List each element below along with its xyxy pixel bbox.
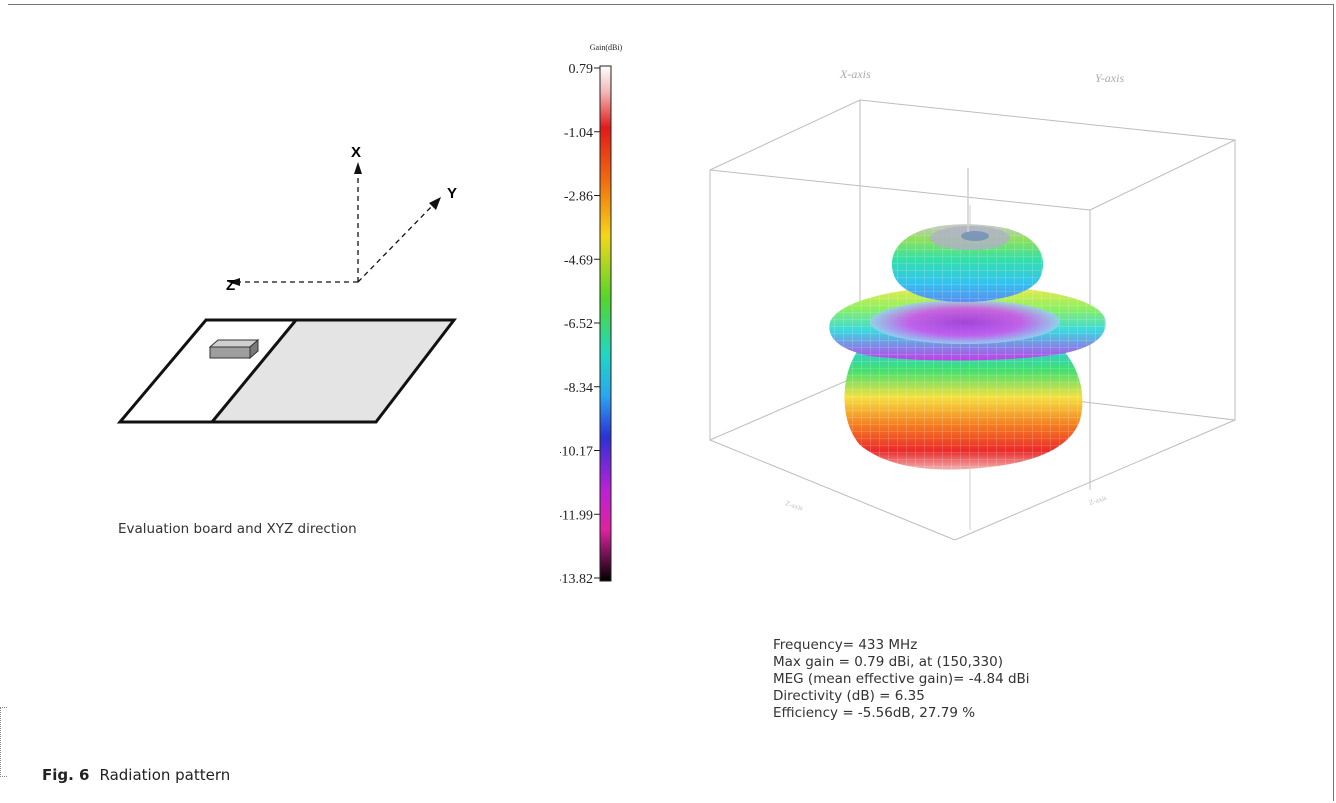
board-caption: Evaluation board and XYZ direction [118,521,357,537]
colorbar-tick-label: -11.99 [560,508,593,523]
colorbar-title: Gain(dBi) [590,43,623,52]
colorbar-tick-label: -1.04 [564,126,593,141]
x-axis-label-3d: X-axis [839,67,871,81]
coordinate-axes: X Y Z [226,144,457,294]
colorbar-tick-label: 0.79 [569,62,594,77]
floor-axis-label-right: Z-axis [1088,494,1108,507]
colorbar-tick-label: -8.34 [564,381,593,396]
radiation-pattern-plot: X-axis Y-axis Z-axis Z-axis [709,67,1236,541]
y-axis-label-3d: Y-axis [1095,71,1124,85]
colorbar-tick-label: -4.69 [564,253,593,268]
figure-frame [8,4,1334,801]
colorbar-tick-label: -13.82 [560,572,593,587]
radiation-lobes [829,168,1106,470]
colorbar-ticks: 0.79 -1.04 -2.86 -4.69 -6.52 -8.34 -10.17 -11.9… [560,62,600,587]
corner-bracket [0,707,7,777]
colorbar-tick-label: -2.86 [564,190,593,205]
colorbar-tick-label: -6.52 [564,317,593,332]
info-meg: MEG (mean effective gain)= -4.84 dBi [773,671,1030,687]
pattern-info: Frequency= 433 MHz Max gain = 0.79 dBi, … [773,637,1030,722]
axes-board-diagram: X Y Z [116,144,458,424]
figure-caption: Fig. 6 Radiation pattern [42,766,230,784]
figure-title: Radiation pattern [99,766,231,784]
colorbar-tick-label: -10.17 [560,445,593,460]
floor-axis-label-left: Z-axis [784,499,804,512]
info-efficiency: Efficiency = -5.56dB, 27.79 % [773,705,976,721]
info-max-gain: Max gain = 0.79 dBi, at (150,330) [773,654,1003,670]
info-directivity: Directivity (dB) = 6.35 [773,688,925,704]
gain-colorbar: Gain(dBi) 0.79 -1.04 -2.86 -4.69 -6.52 -8.34 -… [560,43,623,587]
module-component [208,338,260,360]
figure-number: Fig. 6 [42,766,90,784]
z-axis-label: Z [226,277,235,294]
y-axis-label: Y [447,185,457,202]
x-axis-label: X [351,144,361,161]
evaluation-board [116,318,458,424]
info-frequency: Frequency= 433 MHz [773,637,918,653]
